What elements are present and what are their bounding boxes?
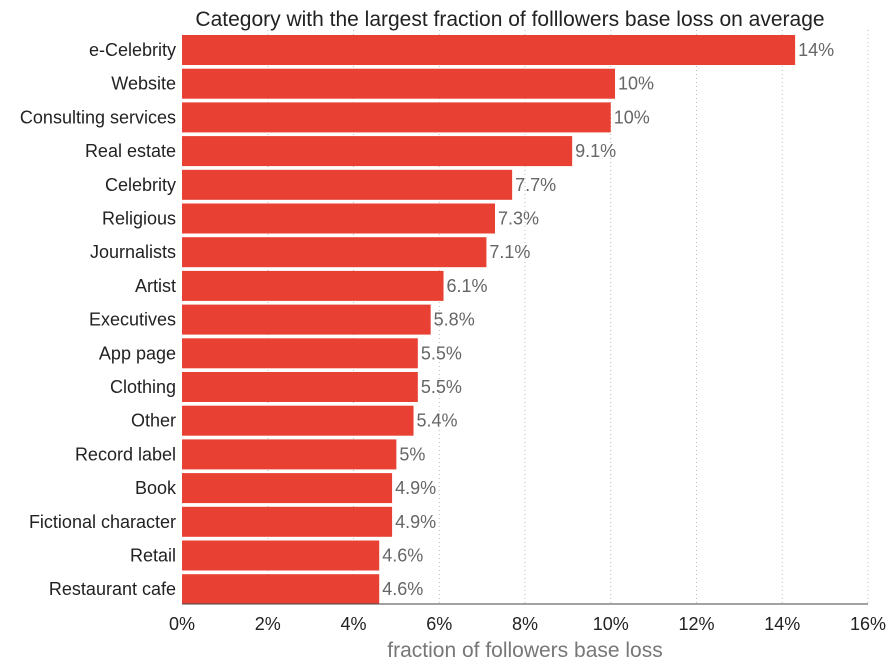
category-label: Religious — [102, 209, 176, 229]
bar — [182, 506, 393, 537]
data-label: 4.9% — [395, 478, 436, 498]
data-label: 7.3% — [498, 209, 539, 229]
bar — [182, 102, 611, 133]
bar — [182, 35, 796, 65]
category-label: Other — [131, 411, 176, 431]
category-label: App page — [99, 343, 176, 363]
data-label: 4.6% — [382, 579, 423, 599]
x-tick-label: 0% — [169, 614, 195, 634]
data-label: 10% — [618, 74, 654, 94]
x-tick-label: 16% — [850, 614, 886, 634]
bar — [182, 372, 418, 402]
data-label: 6.1% — [447, 276, 488, 296]
bar — [182, 473, 393, 504]
category-label: Consulting services — [20, 107, 176, 127]
data-label: 5% — [399, 444, 425, 464]
bar — [182, 540, 380, 571]
x-tick-labels: 0% 2% 4% 6% 8% 10% 12% 14% 16% — [169, 614, 886, 634]
data-label: 4.6% — [382, 546, 423, 566]
x-tick-label: 8% — [512, 614, 538, 634]
category-label: Real estate — [85, 141, 176, 161]
bar — [182, 270, 444, 301]
data-label: 5.8% — [434, 310, 475, 330]
category-label: Retail — [130, 546, 176, 566]
bar — [182, 237, 487, 268]
category-label: Celebrity — [105, 175, 176, 195]
bar — [182, 169, 513, 200]
x-tick-label: 4% — [340, 614, 366, 634]
bar — [182, 203, 495, 234]
value-labels: 14% 10% 10% 9.1% 7.7% 7.3% 7.1%6.1% 5.8% 5.5% 5.5… — [382, 40, 834, 599]
bar — [182, 439, 397, 470]
bar — [182, 68, 616, 99]
data-label: 9.1% — [575, 141, 616, 161]
chart-title: Category with the largest fraction of fo… — [195, 8, 824, 31]
data-label: 14% — [798, 40, 834, 60]
category-label: Book — [135, 478, 177, 498]
bar — [182, 136, 573, 167]
x-tick-label: 12% — [678, 614, 714, 634]
x-axis-label: fraction of followers base loss — [387, 639, 662, 662]
category-labels: e-Celebrity Website Consulting services Rea… — [20, 40, 177, 599]
x-tick-label: 2% — [255, 614, 281, 634]
data-label: 5.5% — [421, 377, 462, 397]
x-tick-label: 10% — [593, 614, 629, 634]
data-label: 4.9% — [395, 512, 436, 532]
bars — [182, 35, 796, 605]
data-label: 7.7% — [515, 175, 556, 195]
data-label: 7.1% — [489, 242, 530, 262]
category-label: Website — [111, 74, 176, 94]
category-label: Fictional character — [29, 512, 176, 532]
category-label: Artist — [135, 276, 176, 296]
bar — [182, 304, 431, 335]
category-label: e-Celebrity — [89, 40, 176, 60]
category-label: Executives — [89, 310, 176, 330]
bar — [182, 574, 380, 605]
x-tick-label: 14% — [764, 614, 800, 634]
category-label: Record label — [75, 444, 176, 464]
category-label: Clothing — [110, 377, 176, 397]
data-label: 5.4% — [417, 411, 458, 431]
category-label: Restaurant cafe — [49, 579, 176, 599]
bar — [182, 338, 418, 369]
bar — [182, 405, 414, 436]
x-tick-label: 6% — [426, 614, 452, 634]
category-label: Journalists — [90, 242, 176, 262]
data-label: 5.5% — [421, 343, 462, 363]
data-label: 10% — [614, 107, 650, 127]
